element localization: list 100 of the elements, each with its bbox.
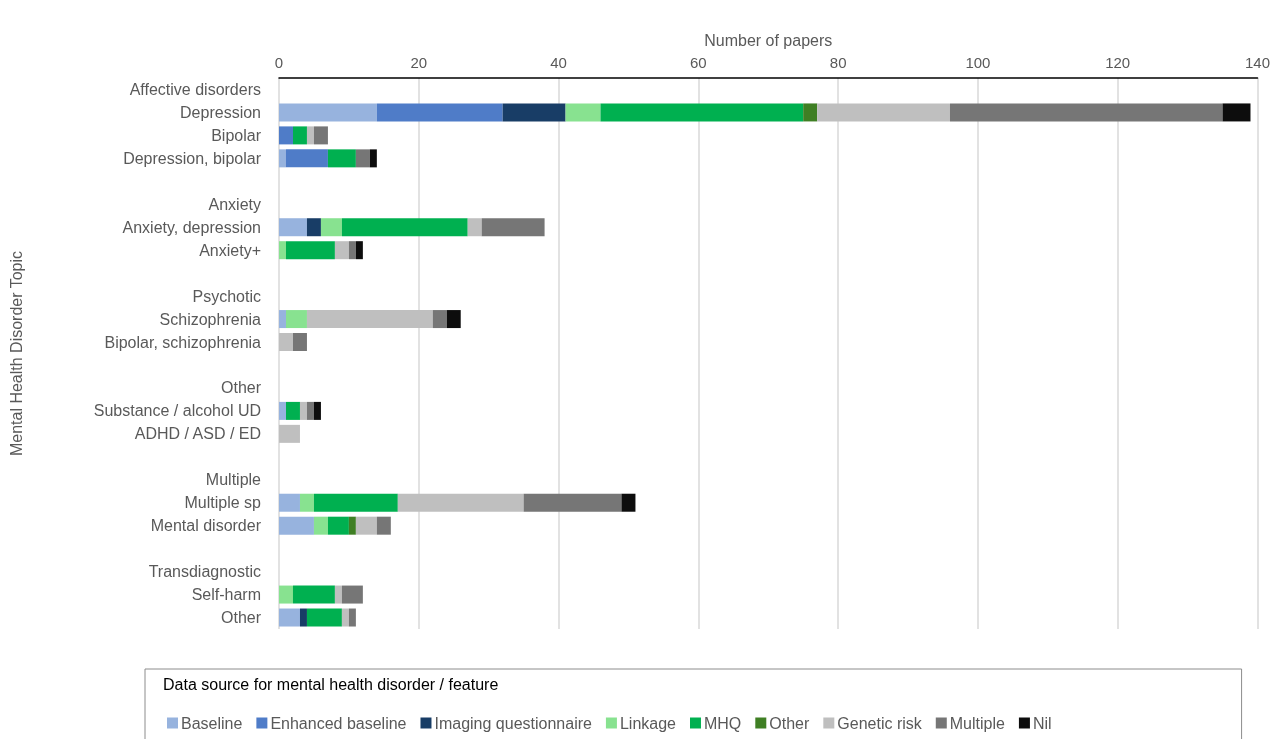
y-tick-label: Affective disorders xyxy=(129,80,261,98)
legend-label: Enhanced baseline xyxy=(270,714,407,732)
bar xyxy=(306,401,314,420)
bar xyxy=(327,516,349,535)
x-tick-label: 100 xyxy=(965,54,991,71)
bar xyxy=(355,241,363,260)
x-tick-label: 80 xyxy=(829,54,847,71)
legend-label: Other xyxy=(769,714,810,732)
bar xyxy=(320,218,342,237)
y-tick-label: Schizophrenia xyxy=(159,310,262,328)
bar xyxy=(341,218,468,237)
bar xyxy=(299,493,314,512)
y-tick-label: Other xyxy=(220,379,262,397)
y-tick-label: Bipolar, schizophrenia xyxy=(104,333,262,351)
bar xyxy=(355,516,377,535)
bar xyxy=(285,241,335,260)
y-tick-label: Other xyxy=(220,609,262,627)
legend-label: MHQ xyxy=(703,714,742,732)
bar xyxy=(502,103,566,122)
bar xyxy=(279,493,300,512)
bar xyxy=(306,218,321,237)
bar xyxy=(285,401,300,420)
bar xyxy=(279,126,293,145)
y-tick-label: Anxiety xyxy=(208,195,261,213)
x-tick-label: 120 xyxy=(1105,54,1131,71)
y-tick-label: Multiple sp xyxy=(184,494,262,512)
legend-title: Data source for mental health disorder / feature xyxy=(163,675,499,693)
bar xyxy=(313,126,328,145)
bar xyxy=(949,103,1223,122)
bar xyxy=(292,333,307,352)
x-tick-label: 40 xyxy=(550,54,567,71)
bar xyxy=(279,310,286,329)
bar xyxy=(334,241,349,260)
x-tick-label: 60 xyxy=(690,54,707,71)
bar xyxy=(348,608,356,627)
y-tick-label: ADHD / ASD / ED xyxy=(134,425,261,443)
bar xyxy=(348,516,356,535)
y-tick-label: Substance / alcohol UD xyxy=(93,402,261,420)
bar xyxy=(369,149,377,168)
x-axis-title: Number of papers xyxy=(704,31,833,49)
x-tick-label: 20 xyxy=(410,54,428,71)
bar xyxy=(446,310,461,329)
bar xyxy=(565,103,601,122)
y-tick-label: Multiple xyxy=(205,471,262,489)
bar xyxy=(279,149,286,168)
bar xyxy=(292,126,307,145)
y-tick-label: Mental disorder xyxy=(150,517,262,535)
y-tick-label: Anxiety, depression xyxy=(122,218,261,236)
bar xyxy=(279,608,300,627)
y-tick-label: Depression xyxy=(180,103,261,121)
y-tick-label: Transdiagnostic xyxy=(148,563,261,581)
x-tick-label: 140 xyxy=(1244,54,1270,71)
bar xyxy=(523,493,622,512)
y-tick-label: Bipolar xyxy=(211,126,262,144)
bar xyxy=(341,608,349,627)
y-tick-label: Psychotic xyxy=(192,287,261,305)
bar xyxy=(306,310,433,329)
legend-label: Imaging questionnaire xyxy=(434,714,593,732)
bar xyxy=(279,333,293,352)
bar xyxy=(803,103,818,122)
bar xyxy=(292,585,335,604)
bar xyxy=(817,103,950,122)
bar xyxy=(600,103,804,122)
bar xyxy=(279,401,286,420)
bar xyxy=(481,218,545,237)
y-tick-label: Self-harm xyxy=(191,586,261,604)
bar xyxy=(621,493,636,512)
bar xyxy=(376,103,503,122)
bar xyxy=(313,493,398,512)
legend-label: Multiple xyxy=(949,714,1006,732)
bar xyxy=(467,218,482,237)
y-tick-label: Anxiety+ xyxy=(199,241,261,259)
bar xyxy=(327,149,356,168)
bar xyxy=(341,585,363,604)
bar xyxy=(279,103,377,122)
legend-label: Nil xyxy=(1032,714,1052,732)
bar xyxy=(299,608,307,627)
y-tick-label: Depression, bipolar xyxy=(123,149,262,167)
bar xyxy=(432,310,447,329)
legend-label: Genetic risk xyxy=(837,714,923,732)
bar xyxy=(285,310,307,329)
bar xyxy=(313,516,328,535)
bar xyxy=(306,126,314,145)
bar xyxy=(348,241,356,260)
bar xyxy=(306,608,342,627)
bar xyxy=(355,149,370,168)
bar xyxy=(1222,103,1251,122)
bar xyxy=(279,218,307,237)
y-axis-title: Mental Health Disorder Topic xyxy=(7,250,25,457)
bar xyxy=(279,585,293,604)
bar xyxy=(313,401,321,420)
bar xyxy=(279,241,286,260)
bar xyxy=(279,516,314,535)
bar xyxy=(299,401,307,420)
legend-label: Baseline xyxy=(181,714,243,732)
bar xyxy=(285,149,328,168)
bar xyxy=(376,516,391,535)
x-tick-label: 0 xyxy=(274,54,284,71)
legend-label: Linkage xyxy=(619,714,677,732)
bar xyxy=(334,585,342,604)
